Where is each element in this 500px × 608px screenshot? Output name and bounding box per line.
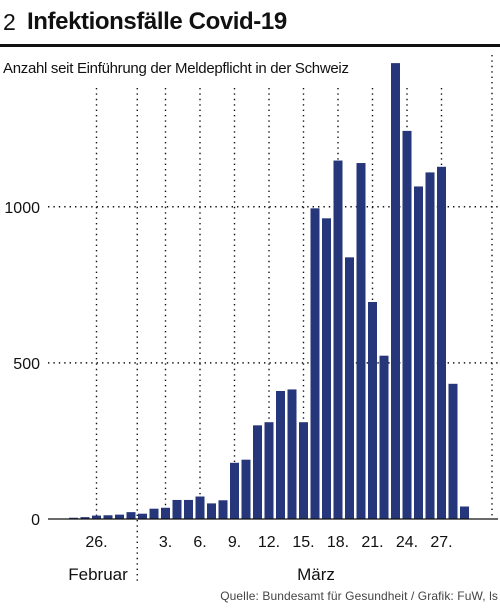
x-tick-label: 9. <box>228 534 241 551</box>
bar <box>230 462 239 519</box>
bar <box>299 422 308 519</box>
x-tick-label: 26. <box>85 534 107 551</box>
chart-title: Infektionsfälle Covid-19 <box>27 8 287 35</box>
bar <box>310 208 320 519</box>
bar-layer <box>69 63 469 520</box>
chart-header: 2 Infektionsfälle Covid-19 Anzahl seit E… <box>0 0 500 77</box>
bar <box>103 515 113 519</box>
chart-subtitle: Anzahl seit Einführung der Meldepflicht … <box>3 60 349 77</box>
bar <box>195 496 205 519</box>
bar <box>414 186 423 519</box>
bar <box>368 301 377 519</box>
y-tick-label: 500 <box>13 356 40 373</box>
x-tick-label: 15. <box>292 534 314 551</box>
x-tick-label: 21. <box>361 534 383 551</box>
bar <box>402 130 412 519</box>
bar <box>379 355 389 519</box>
bar <box>356 163 366 520</box>
bar <box>448 383 458 519</box>
x-tick-label: 12. <box>258 534 280 551</box>
bar <box>264 422 274 519</box>
figure-number: 2 <box>3 9 16 35</box>
bar <box>276 390 285 519</box>
bar <box>172 499 182 519</box>
y-tick-label: 0 <box>31 512 40 529</box>
bar <box>391 63 400 520</box>
x-tick-label: 27. <box>430 534 452 551</box>
bar <box>126 512 136 519</box>
title-rule <box>0 44 500 47</box>
bar <box>218 500 228 519</box>
bar <box>69 517 78 519</box>
bar <box>138 513 147 519</box>
bar <box>207 503 216 519</box>
y-tick-label: 1000 <box>4 200 40 217</box>
bar <box>184 499 193 519</box>
bar <box>241 459 251 519</box>
bar <box>333 160 343 520</box>
x-tick-label: 6. <box>193 534 206 551</box>
bar <box>425 172 435 519</box>
bar <box>322 218 331 519</box>
bar <box>80 517 90 519</box>
month-label: Februar <box>68 565 128 584</box>
bar <box>115 514 124 519</box>
bar <box>253 425 262 519</box>
bar <box>437 166 446 520</box>
bar <box>161 507 170 519</box>
bar <box>460 506 469 519</box>
bar <box>92 515 101 519</box>
x-tick-label: 18. <box>327 534 349 551</box>
axis-layer: 0 500 1000 26. 3. 6. 9. 12. 15. 18. 21. 24. 27. Febru… <box>4 88 498 584</box>
month-label: März <box>297 565 335 584</box>
x-tick-label: 3. <box>159 534 172 551</box>
source-note: Quelle: Bundesamt für Gesundheit / Grafi… <box>220 589 498 603</box>
x-tick-label: 24. <box>396 534 418 551</box>
bar <box>287 389 297 519</box>
bar <box>149 508 159 519</box>
bar <box>345 257 354 519</box>
